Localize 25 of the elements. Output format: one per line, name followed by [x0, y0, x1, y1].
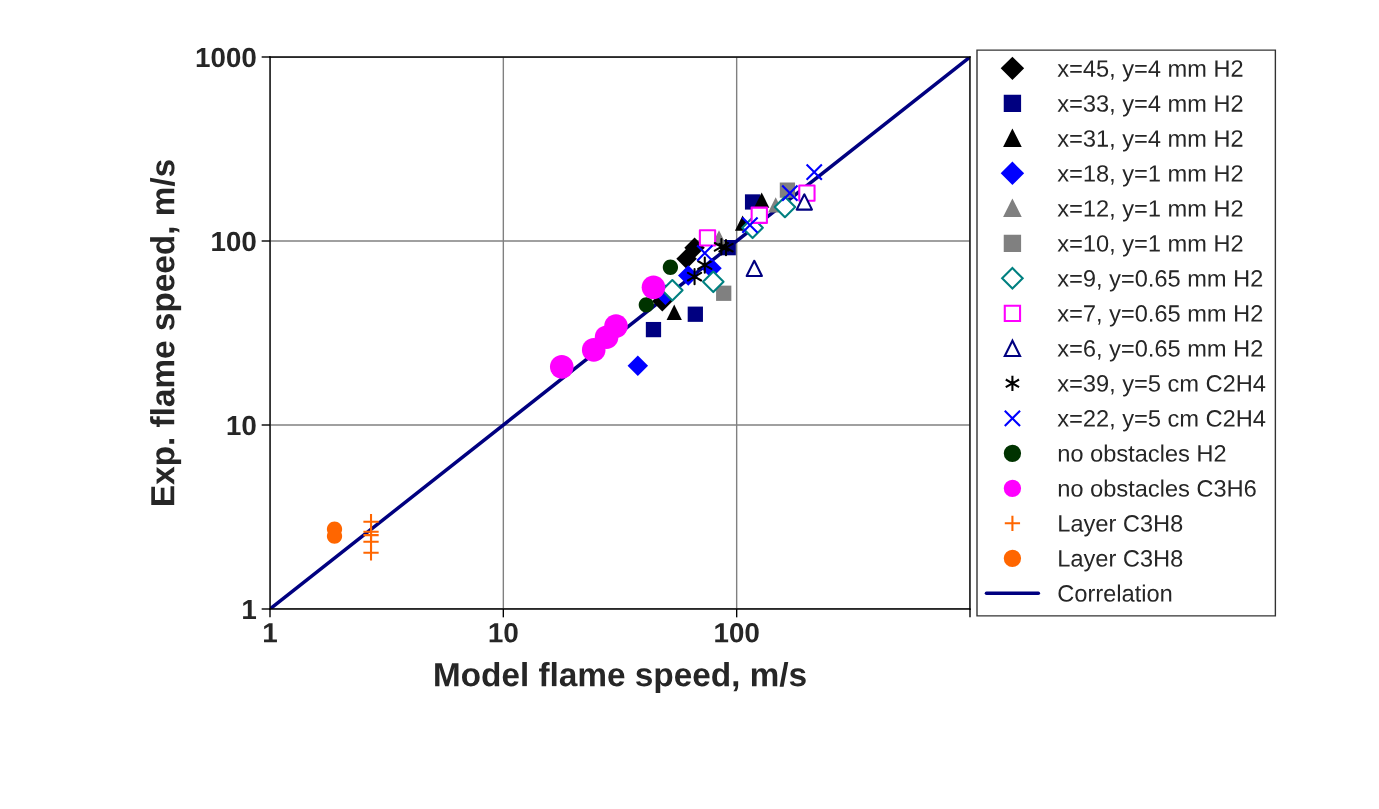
legend-label: x=39, y=5 cm C2H4 — [1057, 375, 1266, 397]
legend-label: x=18, y=1 mm H2 — [1057, 165, 1243, 187]
legend-label: x=9, y=0.65 mm H2 — [1057, 270, 1263, 292]
legend-label: x=7, y=0.65 mm H2 — [1057, 305, 1263, 327]
x-tick-label: 100 — [715, 622, 759, 643]
legend-label: x=33, y=4 mm H2 — [1057, 95, 1243, 117]
legend-label: no obstacles C3H6 — [1058, 479, 1256, 497]
x-axis-title: Model flame speed, m/s — [435, 661, 806, 694]
x-tick-label: 10 — [489, 622, 518, 643]
legend-label: Layer C3H8 — [1059, 515, 1183, 537]
y-tick-label: 100 — [212, 231, 256, 252]
legend-label: Layer C3H8 — [1059, 550, 1183, 572]
y-tick-label: 1000 — [196, 47, 256, 68]
legend-label: x=10, y=1 mm H2 — [1057, 235, 1243, 257]
legend-label: Correlation — [1058, 584, 1172, 602]
legend-label: no obstacles H2 — [1058, 444, 1226, 462]
legend-label: x=45, y=4 mm H2 — [1057, 60, 1243, 82]
legend-label: x=6, y=0.65 mm H2 — [1057, 340, 1263, 362]
y-axis-title: Exp. flame speed, m/s — [150, 160, 182, 505]
x-tick-label: 1 — [264, 623, 277, 643]
legend-label: x=31, y=4 mm H2 — [1057, 130, 1243, 152]
legend-label: x=12, y=1 mm H2 — [1057, 200, 1243, 222]
y-tick-label: 10 — [227, 415, 256, 436]
y-tick-label: 1 — [243, 599, 257, 620]
legend-label: x=22, y=5 cm C2H4 — [1057, 410, 1266, 432]
